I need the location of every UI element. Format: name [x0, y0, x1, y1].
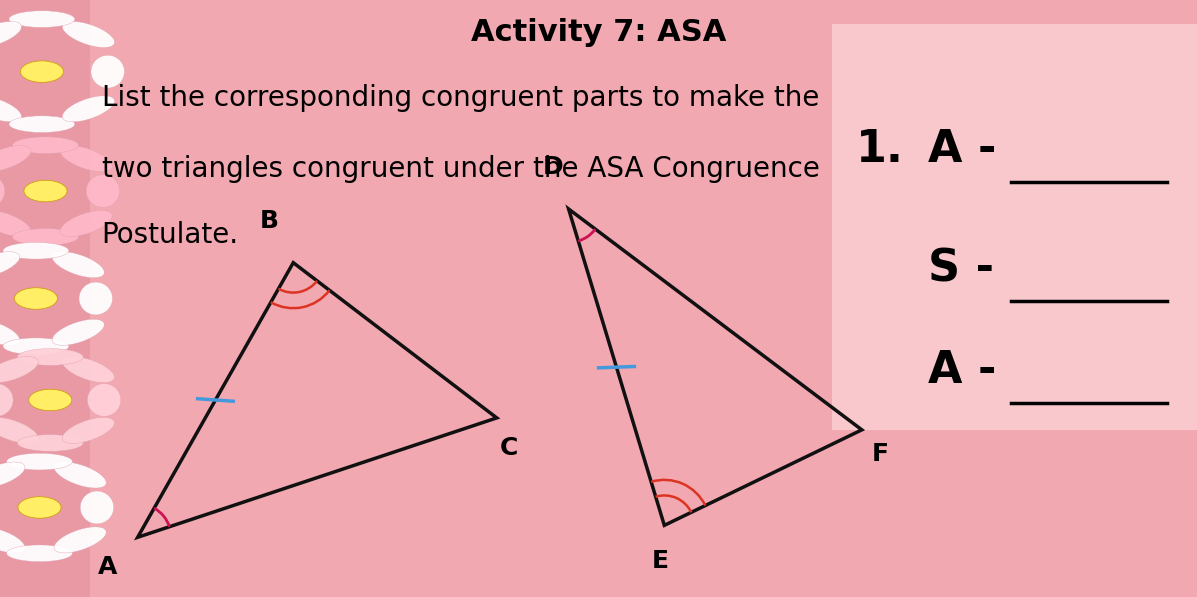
Ellipse shape	[0, 319, 19, 345]
Ellipse shape	[0, 96, 22, 122]
Ellipse shape	[62, 356, 115, 383]
Ellipse shape	[0, 252, 19, 278]
Ellipse shape	[6, 545, 72, 562]
Ellipse shape	[0, 146, 31, 172]
Ellipse shape	[0, 527, 25, 553]
Ellipse shape	[91, 55, 124, 88]
Ellipse shape	[7, 453, 72, 470]
Text: D: D	[542, 155, 564, 179]
Ellipse shape	[53, 319, 104, 345]
Ellipse shape	[0, 383, 13, 417]
Text: two triangles congruent under the ASA Congruence: two triangles congruent under the ASA Co…	[102, 155, 820, 183]
Ellipse shape	[53, 252, 104, 278]
Text: S -: S -	[928, 247, 994, 290]
Text: 1.: 1.	[856, 128, 904, 171]
Circle shape	[29, 389, 72, 411]
Text: List the corresponding congruent parts to make the: List the corresponding congruent parts t…	[102, 84, 819, 112]
Circle shape	[14, 288, 57, 309]
Bar	[0, 0, 90, 597]
Ellipse shape	[2, 338, 68, 355]
Ellipse shape	[12, 229, 78, 245]
Ellipse shape	[4, 242, 68, 259]
Bar	[832, 24, 1197, 430]
Ellipse shape	[60, 210, 113, 236]
Ellipse shape	[54, 527, 107, 553]
Circle shape	[18, 497, 61, 518]
Ellipse shape	[17, 435, 83, 451]
Text: Activity 7: ASA: Activity 7: ASA	[470, 18, 727, 47]
Ellipse shape	[0, 462, 25, 488]
Ellipse shape	[79, 282, 113, 315]
Ellipse shape	[54, 462, 107, 488]
Ellipse shape	[0, 417, 38, 444]
Text: B: B	[260, 209, 279, 233]
Ellipse shape	[86, 174, 120, 207]
Ellipse shape	[62, 96, 115, 122]
Text: F: F	[871, 442, 888, 466]
Ellipse shape	[0, 174, 5, 207]
Ellipse shape	[0, 356, 38, 383]
Text: A: A	[98, 555, 117, 579]
Text: A -: A -	[928, 128, 996, 171]
Ellipse shape	[80, 491, 114, 524]
Ellipse shape	[60, 146, 113, 172]
Text: C: C	[499, 436, 518, 460]
Circle shape	[24, 180, 67, 202]
Ellipse shape	[12, 137, 78, 153]
Ellipse shape	[62, 417, 115, 444]
Text: E: E	[652, 549, 669, 573]
Ellipse shape	[87, 383, 121, 417]
Ellipse shape	[62, 21, 115, 48]
Ellipse shape	[10, 11, 74, 27]
Text: Postulate.: Postulate.	[102, 221, 239, 249]
Ellipse shape	[8, 116, 74, 133]
Ellipse shape	[0, 21, 22, 48]
Ellipse shape	[18, 349, 83, 365]
Circle shape	[20, 61, 63, 82]
Text: A -: A -	[928, 349, 996, 392]
Ellipse shape	[0, 210, 31, 236]
